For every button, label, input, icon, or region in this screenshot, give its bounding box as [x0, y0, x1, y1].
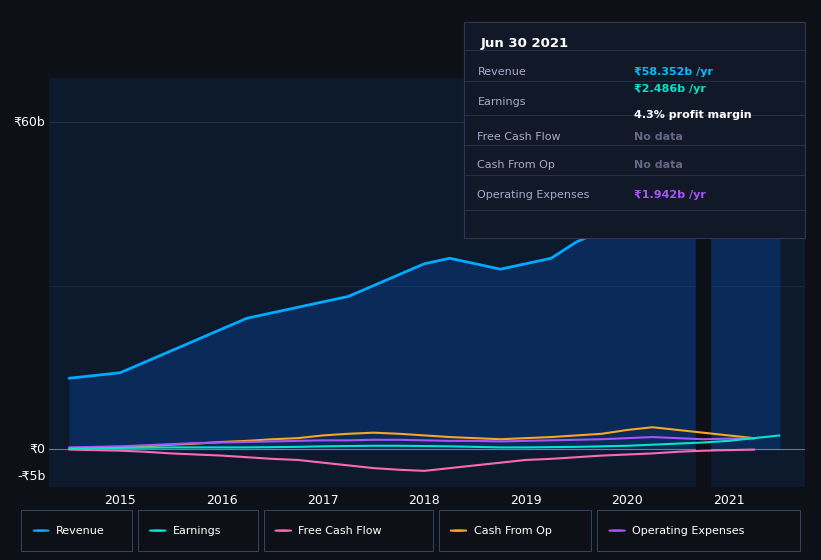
- Text: -₹5b: -₹5b: [17, 470, 45, 483]
- Text: Earnings: Earnings: [173, 526, 222, 535]
- Text: Revenue: Revenue: [56, 526, 104, 535]
- Text: Free Cash Flow: Free Cash Flow: [478, 132, 561, 142]
- Text: ₹60b: ₹60b: [14, 115, 45, 128]
- Text: Jun 30 2021: Jun 30 2021: [481, 38, 569, 50]
- Bar: [696, 78, 710, 487]
- Text: Cash From Op: Cash From Op: [474, 526, 552, 535]
- Text: 4.3% profit margin: 4.3% profit margin: [635, 110, 752, 120]
- Circle shape: [450, 530, 467, 531]
- Text: ₹0: ₹0: [30, 442, 45, 455]
- Text: Operating Expenses: Operating Expenses: [632, 526, 745, 535]
- Text: No data: No data: [635, 132, 683, 142]
- Text: ₹58.352b /yr: ₹58.352b /yr: [635, 67, 713, 77]
- Text: ₹1.942b /yr: ₹1.942b /yr: [635, 190, 706, 200]
- Text: ₹2.486b /yr: ₹2.486b /yr: [635, 84, 706, 94]
- Text: Earnings: Earnings: [478, 97, 526, 107]
- Circle shape: [609, 530, 626, 531]
- Circle shape: [33, 530, 49, 531]
- Circle shape: [149, 530, 166, 531]
- Text: Free Cash Flow: Free Cash Flow: [298, 526, 382, 535]
- Text: No data: No data: [635, 160, 683, 170]
- Text: Operating Expenses: Operating Expenses: [478, 190, 589, 200]
- Text: Revenue: Revenue: [478, 67, 526, 77]
- Text: Cash From Op: Cash From Op: [478, 160, 555, 170]
- FancyBboxPatch shape: [464, 22, 805, 238]
- Circle shape: [275, 530, 291, 531]
